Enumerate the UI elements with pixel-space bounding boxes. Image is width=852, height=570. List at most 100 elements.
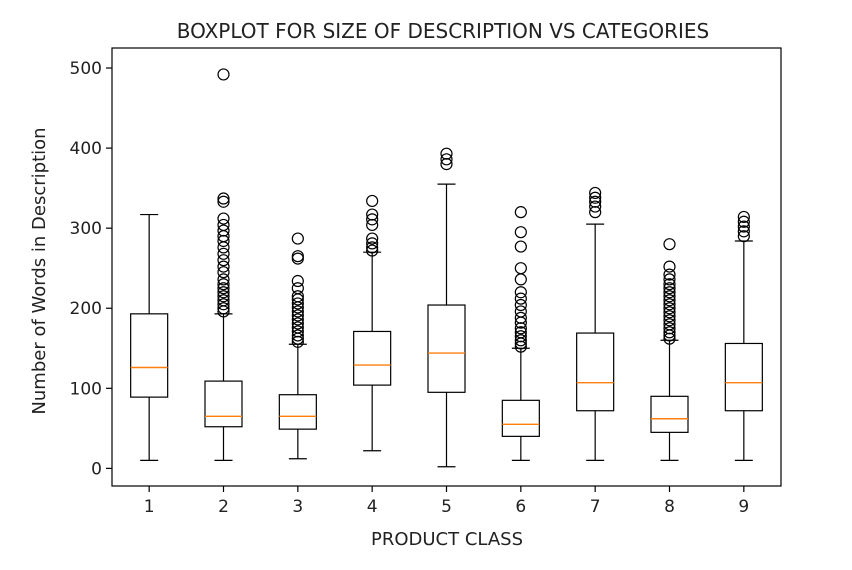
plot-area: 0 100 200 300 400 500 1 2 3 4 5 6 7 8 9: [70, 47, 782, 517]
chart-title: BOXPLOT FOR SIZE OF DESCRIPTION VS CATEG…: [177, 19, 710, 43]
outlier-point: [514, 273, 527, 286]
outlier-point: [514, 292, 527, 305]
outlier-point: [291, 290, 304, 303]
y-axis-label: Number of Words in Description: [29, 127, 50, 414]
outlier-point: [217, 218, 230, 232]
outlier-point: [589, 200, 602, 213]
outlier-point: [663, 306, 676, 319]
outlier-point: [291, 274, 304, 288]
box-iqr: [204, 380, 243, 428]
box-iqr: [353, 330, 392, 386]
y-tick-label: 0: [91, 459, 102, 479]
outlier-point: [217, 224, 230, 237]
outlier-point: [291, 252, 304, 265]
outlier-point: [514, 262, 527, 275]
y-tick-label: 300: [70, 219, 102, 239]
outlier-point: [663, 260, 676, 273]
x-tick-label: 1: [144, 497, 155, 517]
outlier-point: [217, 195, 230, 208]
outlier-point: [440, 153, 453, 166]
outlier-point: [514, 206, 527, 219]
outlier-point: [291, 309, 304, 322]
box-iqr: [427, 304, 466, 393]
outlier-point: [514, 311, 527, 324]
outlier-point: [291, 305, 304, 318]
outlier-point: [663, 268, 676, 281]
outlier-point: [514, 305, 527, 318]
outlier-point: [291, 282, 304, 295]
outlier-point: [514, 240, 527, 253]
outlier-point: [514, 334, 527, 347]
outlier-point: [291, 321, 304, 334]
x-tick-label: 4: [367, 497, 378, 517]
box-iqr: [130, 313, 169, 398]
outlier-point: [291, 250, 304, 263]
outlier-point: [217, 298, 230, 311]
outlier-point: [291, 232, 304, 245]
outlier-point: [291, 329, 304, 342]
outlier-point: [663, 286, 676, 299]
outlier-point: [291, 313, 304, 326]
outlier-point: [291, 325, 304, 338]
x-tick-label: 2: [218, 497, 229, 517]
outlier-point: [217, 247, 230, 260]
outlier-point: [217, 254, 230, 267]
outlier-point: [217, 234, 230, 248]
outlier-point: [737, 215, 750, 228]
x-tick-label: 5: [441, 497, 452, 517]
outlier-point: [217, 302, 230, 315]
outlier-point: [217, 273, 230, 286]
y-tick-label: 400: [70, 139, 102, 159]
outlier-point: [663, 278, 676, 291]
outlier-point: [366, 208, 379, 221]
outlier-point: [663, 238, 676, 251]
outlier-point: [366, 241, 379, 254]
outlier-point: [366, 232, 379, 245]
outlier-point: [663, 298, 676, 311]
box-iqr: [724, 342, 763, 412]
box-iqr: [501, 399, 540, 437]
outlier-point: [217, 241, 230, 254]
outlier-point: [663, 326, 676, 339]
x-tick-label: 3: [292, 497, 303, 517]
x-tick-label: 9: [738, 497, 749, 517]
outlier-point: [589, 186, 602, 200]
outlier-point: [589, 195, 602, 208]
outlier-point: [514, 286, 527, 299]
outlier-point: [514, 326, 527, 339]
outlier-point: [737, 230, 750, 243]
outlier-point: [663, 310, 676, 323]
outlier-point: [217, 278, 230, 291]
outlier-point: [366, 194, 379, 208]
outlier-point: [217, 260, 230, 273]
outlier-point: [217, 290, 230, 303]
y-tick-label: 200: [70, 299, 102, 319]
outlier-point: [737, 210, 750, 224]
box-iqr: [278, 394, 317, 430]
outlier-point: [217, 68, 230, 81]
outlier-point: [217, 266, 230, 279]
outlier-point: [217, 212, 230, 225]
outlier-point: [589, 191, 602, 204]
outlier-point: [366, 244, 379, 257]
outlier-point: [217, 192, 230, 205]
outlier-point: [737, 220, 750, 233]
outlier-point: [217, 286, 230, 299]
outlier-point: [217, 282, 230, 295]
outlier-point: [663, 273, 676, 286]
outlier-point: [663, 290, 676, 303]
outlier-point: [663, 302, 676, 315]
outlier-point: [737, 225, 750, 238]
outlier-point: [514, 330, 527, 343]
outlier-point: [217, 294, 230, 307]
outlier-point: [663, 314, 676, 327]
outlier-point: [440, 147, 453, 160]
box-iqr: [576, 332, 615, 412]
outlier-point: [291, 297, 304, 310]
y-tick-label: 100: [70, 379, 102, 399]
outlier-point: [366, 237, 379, 250]
box-iqr: [650, 395, 689, 433]
y-tick-label: 500: [70, 59, 102, 79]
outlier-point: [663, 282, 676, 295]
